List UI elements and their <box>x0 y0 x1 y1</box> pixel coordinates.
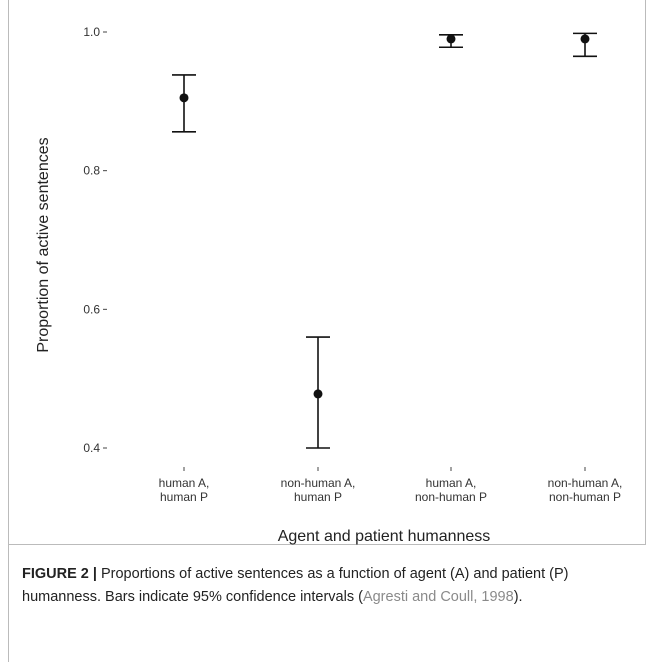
x-tick-label: human A, human P <box>159 476 210 504</box>
x-tick-label-line: non-human P <box>549 490 621 504</box>
x-axis-title: Agent and patient humanness <box>278 528 491 545</box>
y-axis: 0.4 0.6 0.8 1.0 <box>83 25 107 455</box>
x-tick-label-line: non-human A, <box>281 476 356 490</box>
x-tick-label: human A, non-human P <box>415 476 487 504</box>
x-tick-label: non-human A, non-human P <box>548 476 623 504</box>
x-tick-label-line: human P <box>160 490 208 504</box>
figure-caption: FIGURE 2 | Proportions of active sentenc… <box>22 563 632 609</box>
x-tick-label-line: human A, <box>426 476 477 490</box>
x-tick-label-line: non-human A, <box>548 476 623 490</box>
chart-marks <box>172 32 597 449</box>
caption-reference-link[interactable]: Agresti and Coull, 1998 <box>362 589 514 605</box>
x-tick-label-line: human P <box>294 490 342 504</box>
caption-text: Proportions of active sentences as a fun… <box>22 566 569 605</box>
y-tick-label: 0.6 <box>83 302 100 316</box>
y-tick-label: 0.4 <box>83 441 100 455</box>
y-tick-label: 0.8 <box>83 164 100 178</box>
data-point <box>446 34 456 44</box>
y-axis-title: Proportion of active sentences <box>35 137 52 352</box>
figure-frame-bottom <box>8 544 646 545</box>
x-tick-label-line: human A, <box>159 476 210 490</box>
data-point <box>580 34 590 44</box>
data-point <box>313 389 323 399</box>
data-point <box>179 93 189 103</box>
y-tick-label: 1.0 <box>83 25 100 39</box>
figure-frame-right <box>645 0 646 545</box>
caption-label: FIGURE 2 | <box>22 566 97 582</box>
x-tick-label-line: non-human P <box>415 490 487 504</box>
x-tick-label: non-human A, human P <box>281 476 356 504</box>
figure-frame-left <box>8 0 9 662</box>
caption-text-end: ). <box>513 589 523 605</box>
